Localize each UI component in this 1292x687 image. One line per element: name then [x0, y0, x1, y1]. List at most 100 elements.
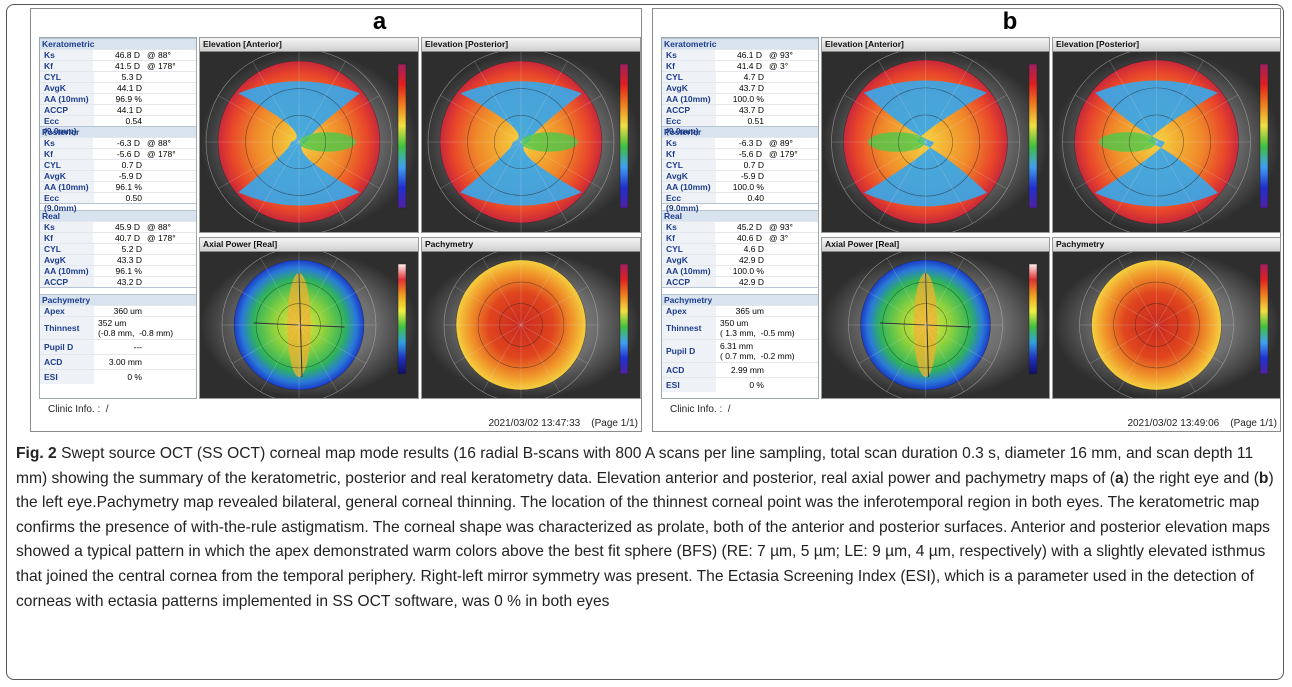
- row-value: 100.0 %: [716, 266, 767, 276]
- row-value: -6.3 D: [715, 138, 765, 148]
- row-value: 0.40: [716, 193, 767, 203]
- row-value: 44.1 D: [94, 83, 145, 93]
- table-row: AvgK43.3 D: [40, 254, 196, 265]
- table-row: Kf-5.6 D@ 179°: [662, 148, 818, 159]
- map-title: Elevation [Posterior]: [1053, 38, 1280, 52]
- row-value: 0.51: [716, 116, 767, 126]
- row-value: 45.9 D: [93, 222, 143, 232]
- corneal-map: [1053, 52, 1280, 232]
- table-row: CYL4.6 D: [662, 243, 818, 254]
- table-row: Apex360 um: [40, 305, 196, 316]
- table-row: AA (10mm)100.0 %: [662, 181, 818, 192]
- caption: Fig. 2 Swept source OCT (SS OCT) corneal…: [16, 442, 1278, 614]
- table-row: Ecc (9.0mm)0.54: [40, 115, 196, 126]
- row-axis: @ 88°: [143, 138, 196, 148]
- color-scale: [620, 264, 628, 374]
- row-name: Ecc (9.0mm): [40, 193, 94, 203]
- row-name: Thinnest: [40, 317, 94, 339]
- table-row: AvgK44.1 D: [40, 82, 196, 93]
- section-header: Pachymetry: [40, 294, 196, 305]
- table-row: AvgK-5.9 D: [40, 170, 196, 181]
- row-name: ACCP: [662, 105, 716, 115]
- table-row: ACCP43.7 D: [662, 104, 818, 115]
- row-axis: @ 93°: [765, 222, 818, 232]
- row-value: 0.54: [94, 116, 145, 126]
- caption-label: Fig. 2: [16, 445, 57, 462]
- table-row: AvgK43.7 D: [662, 82, 818, 93]
- map-title: Axial Power [Real]: [200, 238, 418, 252]
- row-name: ACD [Endo.]: [40, 355, 94, 369]
- row-name: Ecc (9.0mm): [40, 116, 94, 126]
- color-scale: [1029, 64, 1037, 208]
- row-name: Ks: [40, 138, 93, 148]
- row-value: 3.00 mm: [94, 357, 145, 367]
- color-scale: [398, 64, 406, 208]
- corneal-map: [822, 252, 1049, 398]
- corneal-map: [422, 252, 640, 398]
- table-row: AvgK-5.9 D: [662, 170, 818, 181]
- row-value: 42.9 D: [716, 255, 767, 265]
- map-title: Axial Power [Real]: [822, 238, 1049, 252]
- row-value: 100.0 %: [716, 94, 767, 104]
- row-value: -5.6 D: [715, 149, 765, 159]
- map-title: Pachymetry: [422, 238, 640, 252]
- map-title: Elevation [Posterior]: [422, 38, 640, 52]
- row-name: ACD [Endo.]: [662, 363, 716, 377]
- row-value: 6.31 mm: [716, 341, 771, 351]
- panel-label: b: [741, 9, 1279, 35]
- table-row: AA (10mm)96.9 %: [40, 93, 196, 104]
- row-name: AA (10mm): [662, 266, 716, 276]
- row-value: 43.3 D: [94, 255, 145, 265]
- row-value: ---: [94, 342, 145, 352]
- row-name: Kf: [662, 149, 715, 159]
- row-name: Kf: [40, 149, 93, 159]
- row-axis: @ 89°: [765, 138, 818, 148]
- table-row: Apex365 um: [662, 305, 818, 316]
- panel: bKeratometricKs46.1 D@ 93°Kf41.4 D@ 3°CY…: [652, 8, 1281, 432]
- table-row: ESI0 %: [662, 377, 818, 392]
- row-value: -5.9 D: [716, 171, 767, 181]
- row-value-detail: ( 0.7 mm, -0.2 mm): [716, 351, 795, 361]
- row-value: 360 um: [94, 306, 145, 316]
- color-scale: [398, 264, 406, 374]
- row-value: 0.50: [94, 193, 145, 203]
- row-value: 352 um: [94, 318, 149, 328]
- table-row: CYL5.2 D: [40, 243, 196, 254]
- corneal-map: [200, 52, 418, 232]
- table-row: Kf41.5 D@ 178°: [40, 60, 196, 71]
- color-scale: [1260, 264, 1268, 374]
- row-name: Kf: [662, 233, 715, 243]
- map-title: Pachymetry: [1053, 238, 1280, 252]
- color-scale: [1029, 264, 1037, 374]
- section-header: Pachymetry: [662, 294, 818, 305]
- panel-label: a: [119, 9, 640, 35]
- row-axis: @ 179°: [765, 149, 818, 159]
- row-axis: @ 3°: [765, 233, 818, 243]
- row-value: 44.1 D: [94, 105, 145, 115]
- row-name: CYL: [662, 244, 716, 254]
- row-name: Kf: [662, 61, 715, 71]
- row-name: AvgK: [40, 83, 94, 93]
- row-value: -5.9 D: [94, 171, 145, 181]
- row-name: Ks: [662, 50, 715, 60]
- corneal-map: [200, 252, 418, 398]
- table-row: Kf-5.6 D@ 178°: [40, 148, 196, 159]
- row-value: 5.3 D: [94, 72, 145, 82]
- row-name: Ecc (9.0mm): [662, 116, 716, 126]
- table-row: Kf40.7 D@ 178°: [40, 232, 196, 243]
- row-value: 100.0 %: [716, 182, 767, 192]
- map-panel: Axial Power [Real]: [821, 237, 1050, 399]
- row-name: AvgK: [662, 83, 716, 93]
- row-value: 5.2 D: [94, 244, 145, 254]
- spacer: [662, 287, 818, 294]
- section-header: Keratometric: [662, 38, 818, 49]
- row-value: 0.7 D: [94, 160, 145, 170]
- table-row: Ecc (9.0mm)0.51: [662, 115, 818, 126]
- value-cell: 350 um( 1.3 mm, -0.5 mm): [716, 318, 795, 338]
- row-name: AA (10mm): [662, 182, 716, 192]
- map-title: Elevation [Anterior]: [822, 38, 1049, 52]
- row-name: AvgK: [40, 255, 94, 265]
- row-value: 0.7 D: [716, 160, 767, 170]
